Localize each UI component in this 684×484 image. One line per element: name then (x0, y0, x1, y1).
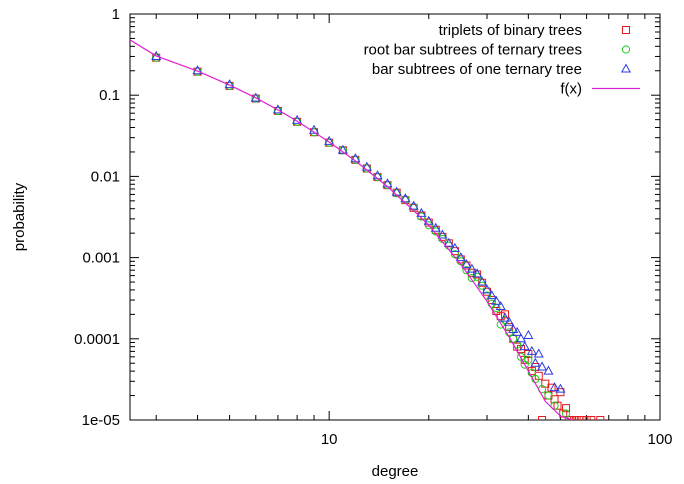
data-point-triangle (486, 290, 497, 300)
y-tick-label: 0.0001 (74, 331, 120, 348)
y-axis-title: probability (11, 182, 28, 251)
data-point-triangle (443, 237, 454, 247)
data-point-triangle (308, 124, 320, 134)
y-tick-label: 0.001 (82, 250, 120, 267)
data-point-square (553, 401, 562, 410)
data-point-triangle (350, 153, 361, 163)
data-point-square (596, 416, 605, 420)
data-point-circle (462, 266, 471, 275)
data-point-triangle (555, 383, 566, 393)
data-point-circle (550, 401, 559, 410)
data-point-triangle (519, 341, 530, 351)
data-point-square (577, 416, 586, 420)
x-axis-title: degree (372, 463, 419, 480)
data-point-triangle (151, 50, 162, 60)
data-point-triangle (543, 365, 554, 375)
data-point-circle (524, 355, 533, 364)
data-point-triangle (481, 284, 493, 294)
series-line-fx (130, 39, 574, 420)
data-point-square (550, 395, 559, 404)
data-point-circle (516, 352, 526, 361)
data-point-triangle (400, 193, 411, 203)
data-point-triangle (337, 144, 348, 154)
data-point-square (487, 296, 496, 305)
data-point-triangle (504, 316, 515, 326)
legend-marker-square (622, 26, 630, 34)
data-point-triangle (430, 222, 441, 232)
data-point-triangle (491, 295, 502, 305)
data-point-triangle (423, 215, 434, 225)
data-point-triangle (416, 207, 427, 217)
data-point-triangle (437, 229, 448, 239)
legend-label: root bar subtrees of ternary trees (364, 42, 582, 59)
legend: triplets of binary trees root bar subtree… (364, 22, 640, 98)
data-point-square (562, 404, 571, 413)
data-point-triangle (495, 300, 506, 310)
data-point-triangle (512, 326, 523, 336)
data-point-square (587, 416, 596, 420)
plot-frame (129, 13, 661, 421)
data-point-square (582, 416, 591, 420)
legend-label: bar subtrees of one ternary tree (372, 61, 582, 78)
data-point-triangle (449, 242, 461, 252)
data-point-triangle (408, 200, 419, 210)
legend-marker-circle (621, 45, 631, 54)
data-point-triangle (508, 324, 519, 334)
data-point-circle (467, 273, 476, 283)
data-point-triangle (472, 268, 483, 278)
legend-label: triplets of binary trees (439, 22, 582, 39)
data-point-circle (251, 94, 260, 103)
legend-marker-triangle (620, 63, 632, 73)
data-point-circle (193, 67, 202, 76)
data-point-triangle (466, 263, 477, 273)
legend-label: f(x) (560, 81, 582, 98)
data-point-triangle (477, 276, 488, 286)
x-tick-label: 10 (321, 431, 338, 448)
data-point-triangle (515, 333, 527, 343)
data-point-square (531, 362, 540, 371)
data-point-triangle (455, 252, 466, 262)
plot-layer (130, 39, 605, 420)
data-point-triangle (530, 357, 541, 367)
data-point-square (501, 310, 510, 319)
axis-layer: 1 0.1 0.01 0.001 0.0001 1e-05 10 100 (74, 6, 672, 448)
data-point-circle (544, 391, 553, 400)
data-point-triangle (461, 259, 472, 269)
data-point-triangle (533, 348, 544, 358)
y-tick-label: 0.1 (99, 87, 120, 104)
y-tick-label: 1 (112, 6, 120, 23)
y-tick-label: 0.01 (91, 168, 120, 185)
data-point-triangle (526, 345, 537, 355)
y-tick-label: 1e-05 (82, 412, 120, 429)
data-point-circle (152, 53, 161, 62)
x-tick-label: 100 (647, 431, 672, 448)
data-point-square (478, 278, 487, 287)
data-point-circle (478, 281, 487, 290)
data-point-triangle (499, 312, 511, 322)
data-point-triangle (523, 329, 534, 339)
data-point-square (538, 416, 547, 420)
data-point-triangle (536, 361, 548, 371)
data-point-triangle (549, 382, 560, 392)
data-point-circle (561, 409, 571, 418)
data-point-circle (424, 221, 433, 230)
